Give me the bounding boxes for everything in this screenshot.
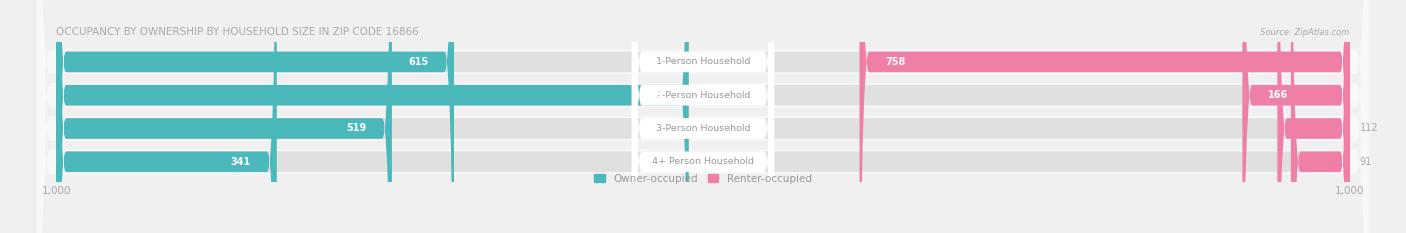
FancyBboxPatch shape [37, 0, 1369, 233]
Text: 978: 978 [643, 90, 662, 100]
Text: 758: 758 [886, 57, 905, 67]
FancyBboxPatch shape [631, 0, 775, 233]
FancyBboxPatch shape [37, 0, 1369, 233]
FancyBboxPatch shape [56, 0, 689, 233]
FancyBboxPatch shape [56, 0, 1350, 233]
FancyBboxPatch shape [56, 0, 1350, 233]
Text: 615: 615 [408, 57, 429, 67]
FancyBboxPatch shape [631, 0, 775, 233]
FancyBboxPatch shape [56, 0, 1350, 233]
Text: OCCUPANCY BY OWNERSHIP BY HOUSEHOLD SIZE IN ZIP CODE 16866: OCCUPANCY BY OWNERSHIP BY HOUSEHOLD SIZE… [56, 27, 419, 37]
Text: 341: 341 [231, 157, 250, 167]
Text: 4+ Person Household: 4+ Person Household [652, 157, 754, 166]
Text: 112: 112 [1360, 123, 1378, 134]
FancyBboxPatch shape [37, 0, 1369, 233]
Text: 1-Person Household: 1-Person Household [655, 57, 751, 66]
Text: 166: 166 [1268, 90, 1288, 100]
Text: 519: 519 [346, 123, 366, 134]
FancyBboxPatch shape [859, 0, 1350, 233]
FancyBboxPatch shape [631, 0, 775, 233]
FancyBboxPatch shape [1243, 0, 1350, 233]
FancyBboxPatch shape [1291, 0, 1350, 233]
FancyBboxPatch shape [56, 0, 1350, 233]
FancyBboxPatch shape [56, 0, 454, 233]
Text: Source: ZipAtlas.com: Source: ZipAtlas.com [1260, 28, 1350, 37]
Legend: Owner-occupied, Renter-occupied: Owner-occupied, Renter-occupied [595, 174, 811, 184]
FancyBboxPatch shape [56, 0, 392, 233]
FancyBboxPatch shape [631, 0, 775, 233]
Text: 91: 91 [1360, 157, 1372, 167]
Text: 3-Person Household: 3-Person Household [655, 124, 751, 133]
Text: 2-Person Household: 2-Person Household [655, 91, 751, 100]
FancyBboxPatch shape [1277, 0, 1350, 233]
FancyBboxPatch shape [56, 0, 277, 233]
FancyBboxPatch shape [37, 0, 1369, 233]
